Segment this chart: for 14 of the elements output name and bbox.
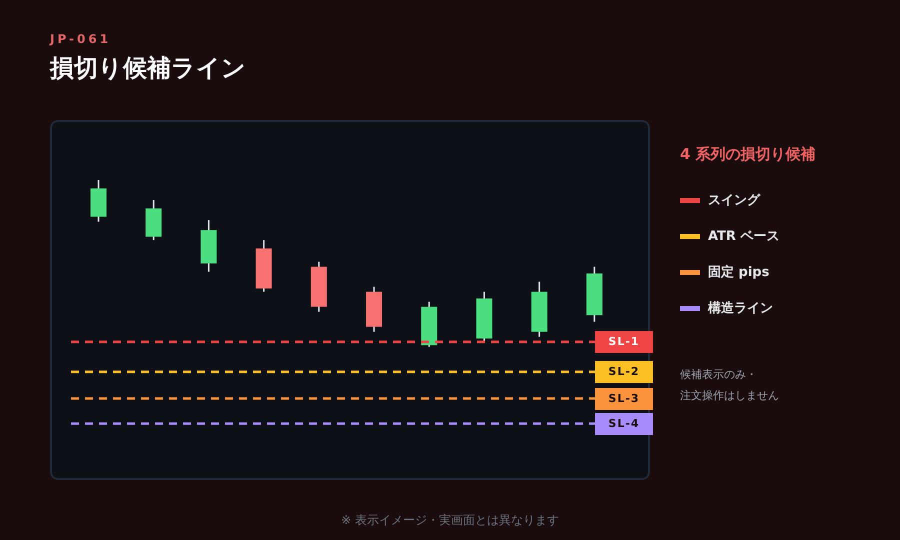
- text: SL-2: [595, 360, 653, 383]
- legend-label: ATR ベース: [708, 228, 780, 245]
- text: SL-4: [595, 412, 653, 435]
- text: ※ 表示イメージ・実画面とは異なります: [340, 512, 560, 529]
- legend-title: 4 系列の損切り候補: [680, 145, 816, 164]
- legend-label: 固定 pips: [708, 264, 770, 281]
- legend-label: 構造ライン: [708, 300, 773, 317]
- legend-label: スイング: [708, 192, 760, 209]
- text: SL-3: [595, 388, 653, 410]
- text: 注文操作はしません: [680, 388, 779, 403]
- text: 候補表示のみ・: [680, 367, 757, 382]
- annotation: SL-1: [595, 330, 653, 353]
- chart-subtitle: JP-061: [50, 32, 112, 46]
- chart-title: 損切り候補ライン: [50, 53, 246, 84]
